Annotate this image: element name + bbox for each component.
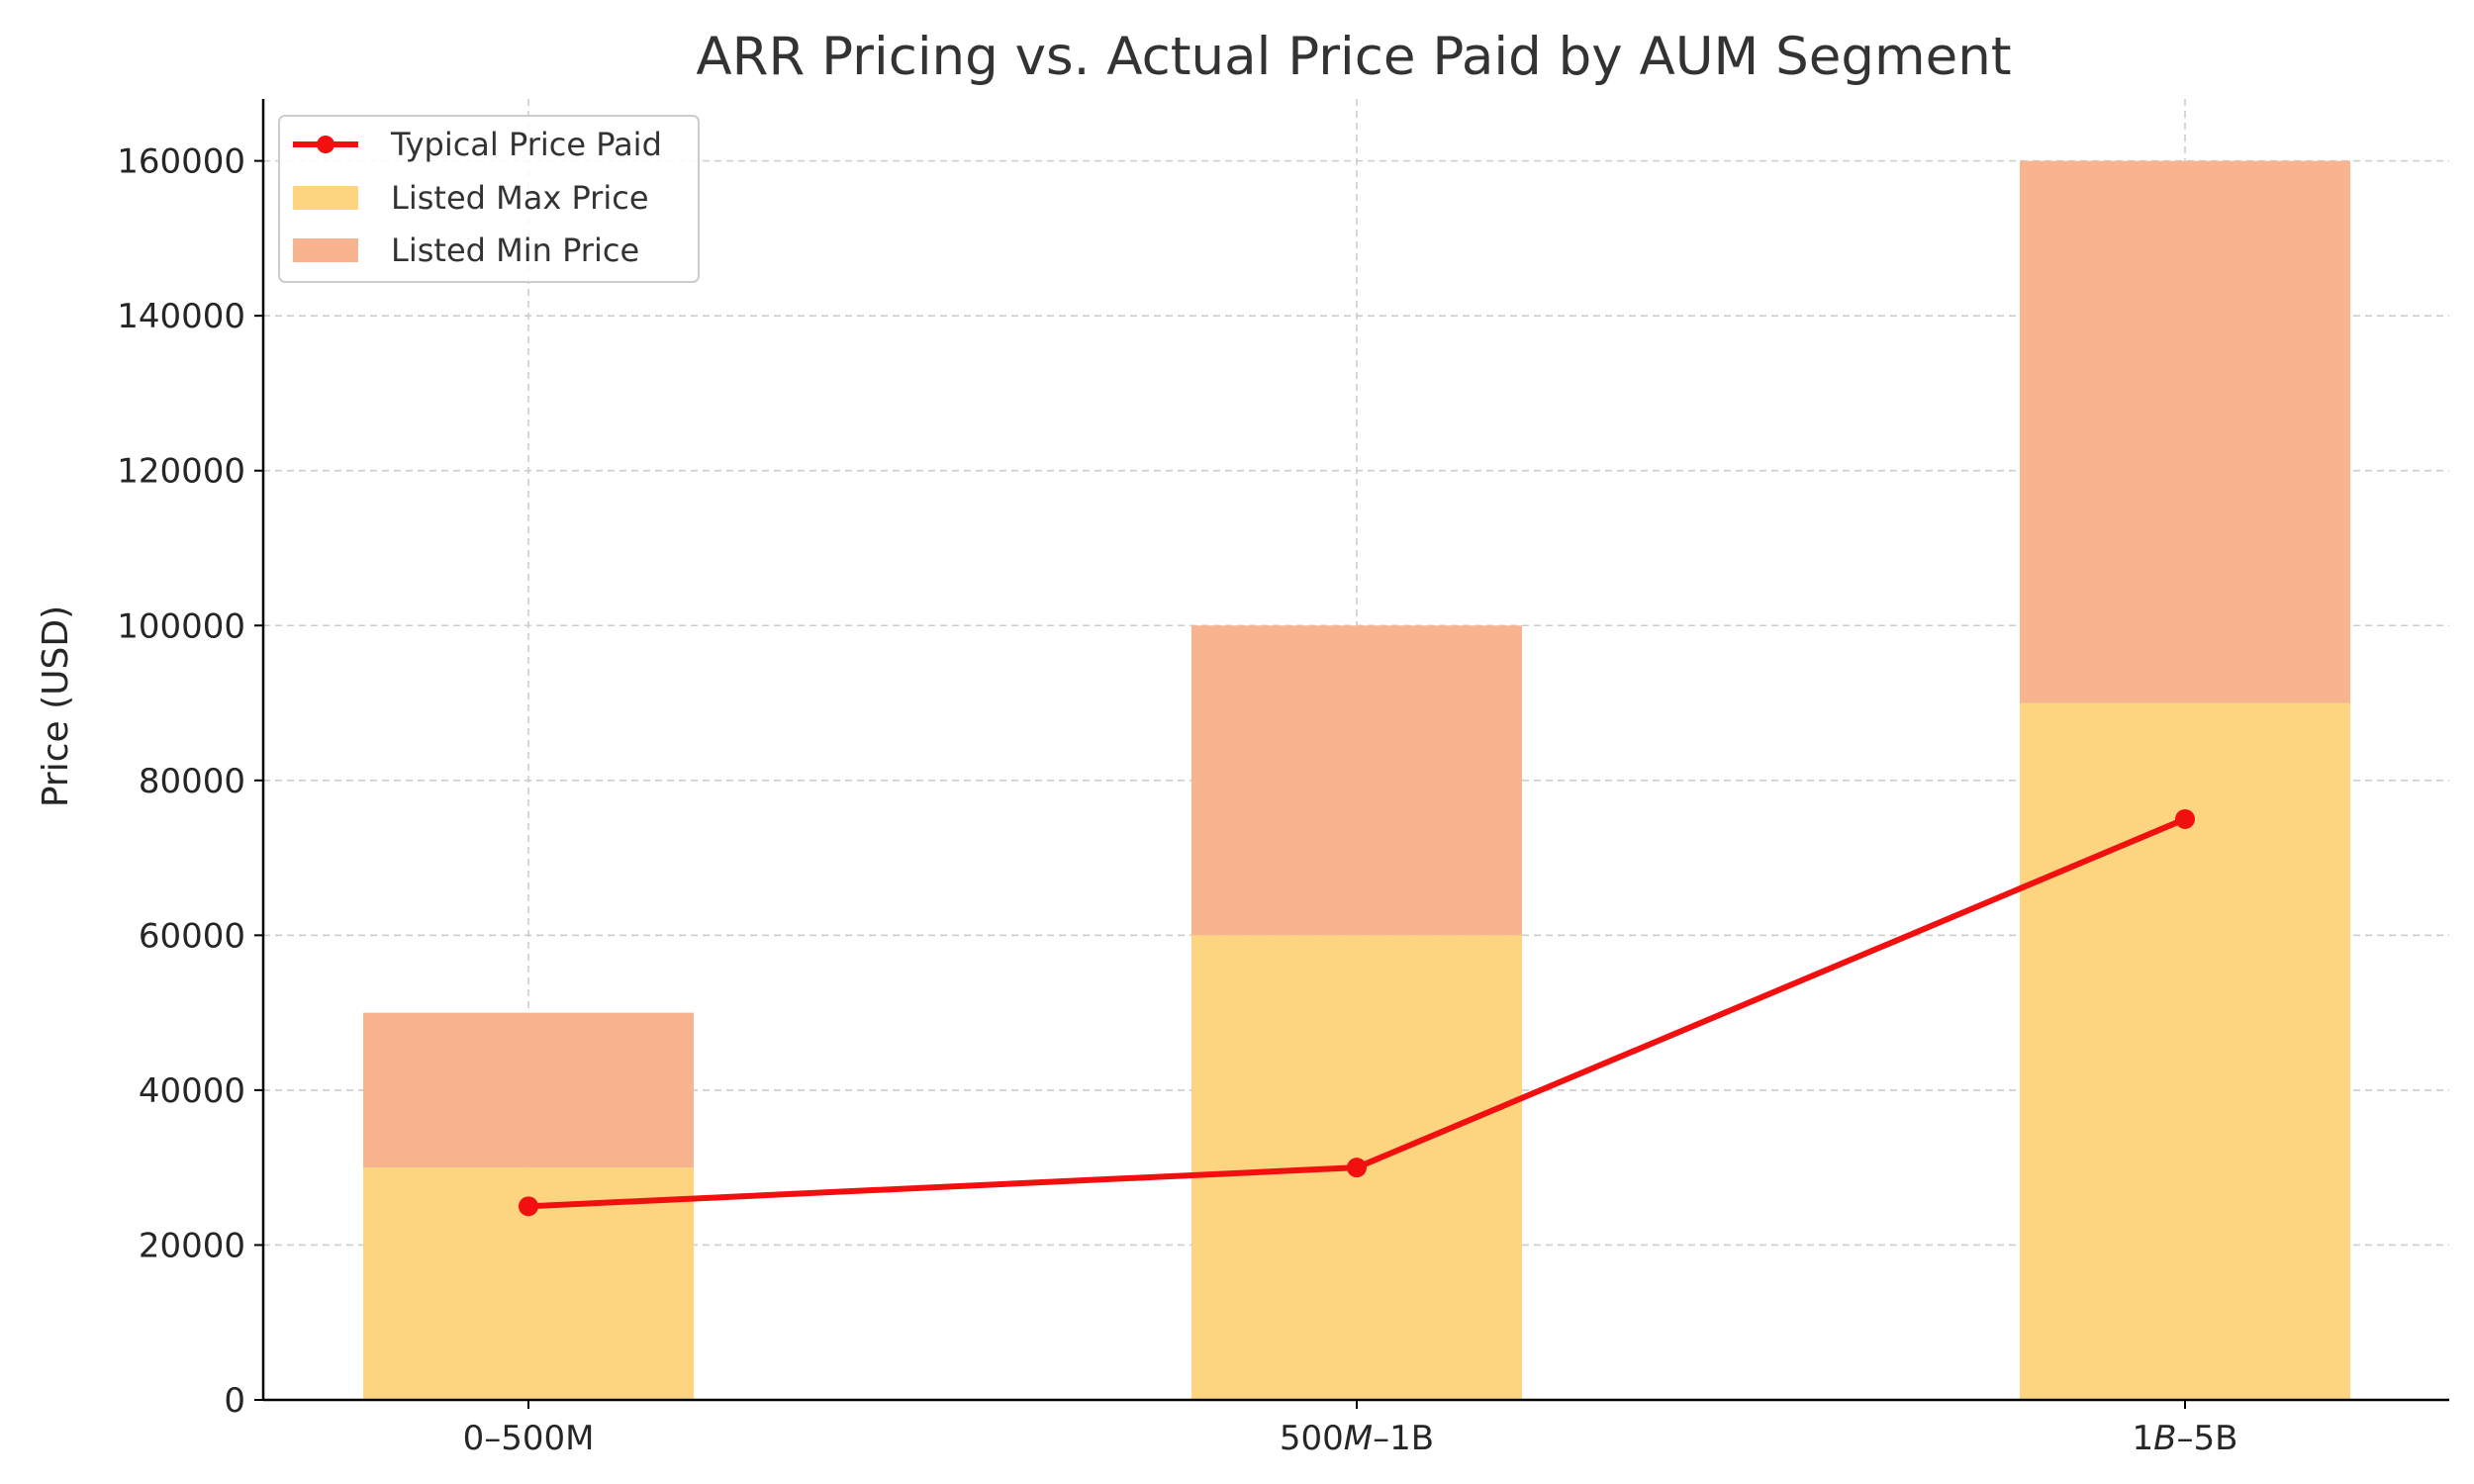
legend-label: Typical Price Paid xyxy=(390,126,662,163)
y-tick-label: 20000 xyxy=(139,1226,245,1265)
chart-title: ARR Pricing vs. Actual Price Paid by AUM… xyxy=(696,27,2011,87)
y-tick-labels: 0 20000 40000 60000 80000 100000 120000 140000 1… xyxy=(117,142,263,1421)
legend-box xyxy=(278,115,700,283)
typical-price-line xyxy=(519,808,2195,1217)
x-tick-label: 0–500M xyxy=(463,1419,595,1458)
y-tick-label: 80000 xyxy=(139,762,245,801)
y-tick-label: 140000 xyxy=(117,297,245,336)
typical-price-paid-point xyxy=(519,1196,538,1217)
legend-marker-swatch xyxy=(317,136,334,153)
typical-price-paid-point xyxy=(1347,1158,1367,1178)
bar-listed-min-price xyxy=(1191,625,1522,936)
y-tick-label: 60000 xyxy=(139,916,245,956)
legend-label: Listed Min Price xyxy=(391,232,639,269)
bar-listed-min-price xyxy=(363,1012,694,1168)
y-tick-label: 160000 xyxy=(117,142,245,182)
legend-bar-swatch xyxy=(293,238,358,262)
y-tick-label: 120000 xyxy=(117,452,245,492)
bars xyxy=(363,160,2350,1400)
bar-listed-min-price xyxy=(2020,160,2350,703)
y-tick-label: 100000 xyxy=(117,606,245,646)
y-tick-label: 0 xyxy=(224,1381,245,1421)
x-tick-label: 1B–5B xyxy=(2133,1419,2238,1458)
bar-listed-max-price xyxy=(2020,702,2350,1400)
y-tick-label: 40000 xyxy=(139,1071,245,1111)
x-tick-label: 500M–1B xyxy=(1280,1419,1434,1458)
legend-label: Listed Max Price xyxy=(391,179,649,217)
legend-bar-swatch xyxy=(293,186,358,210)
legend: Typical Price Paid Listed Max Price Listed… xyxy=(278,115,700,283)
typical-price-paid-point xyxy=(2175,808,2195,829)
y-axis-label: Price (USD) xyxy=(36,605,76,807)
x-tick-labels: 0–500M 500M–1B 1B–5B xyxy=(463,1400,2238,1458)
